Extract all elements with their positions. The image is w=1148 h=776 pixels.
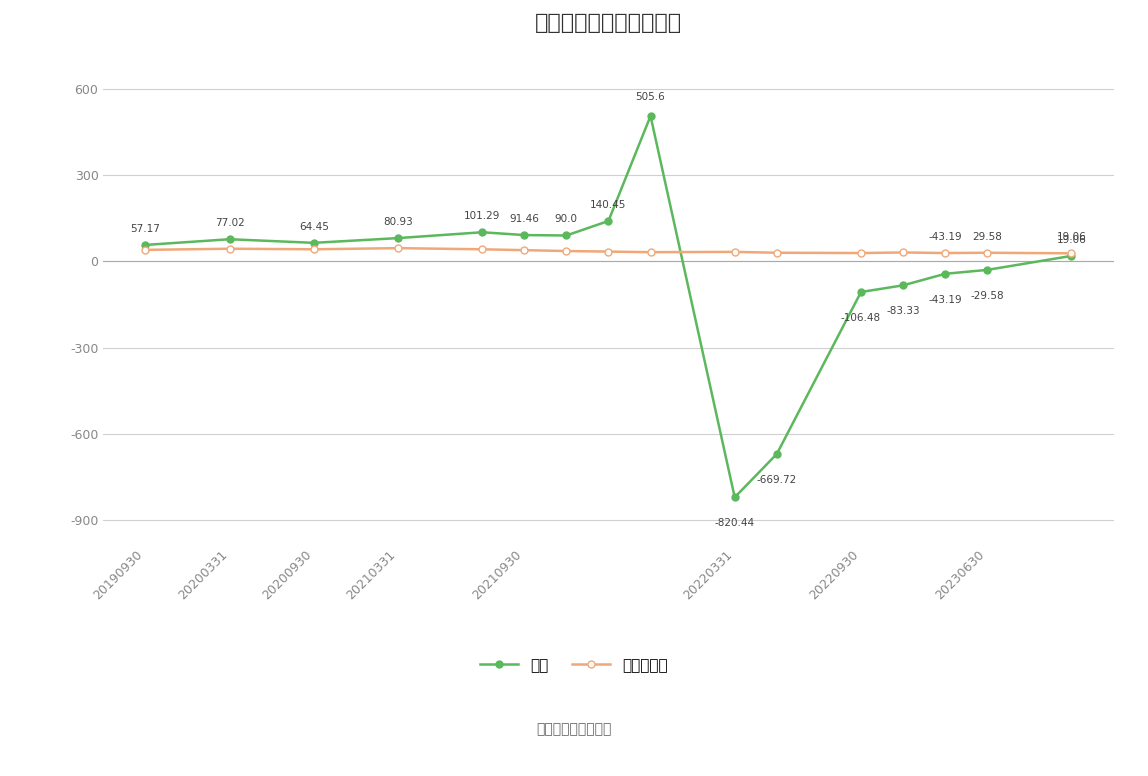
公司	[475, 227, 489, 237]
Text: 29.58: 29.58	[972, 232, 1002, 241]
行业中位数	[854, 248, 868, 258]
行业中位数	[728, 248, 742, 257]
公司	[770, 449, 784, 459]
Text: 77.02: 77.02	[215, 218, 245, 228]
Line: 公司: 公司	[142, 113, 1075, 501]
Text: -106.48: -106.48	[841, 313, 881, 323]
Text: 19.06: 19.06	[1056, 235, 1086, 244]
行业中位数	[475, 244, 489, 254]
公司	[518, 230, 532, 240]
行业中位数	[223, 244, 236, 254]
Text: 80.93: 80.93	[383, 217, 413, 227]
Text: -43.19: -43.19	[929, 295, 962, 305]
Text: 数据来源：恒生聚源: 数据来源：恒生聚源	[536, 722, 612, 736]
Text: 90.0: 90.0	[554, 214, 577, 224]
公司	[854, 287, 868, 296]
行业中位数	[980, 248, 994, 258]
Text: -29.58: -29.58	[970, 291, 1004, 301]
行业中位数	[644, 248, 658, 257]
公司	[139, 241, 153, 250]
公司	[559, 230, 573, 240]
行业中位数	[897, 248, 910, 257]
公司	[602, 217, 615, 226]
行业中位数	[518, 245, 532, 255]
Text: -43.19: -43.19	[929, 232, 962, 242]
行业中位数	[559, 246, 573, 255]
Text: 19.06: 19.06	[1056, 232, 1086, 242]
公司	[307, 238, 320, 248]
公司	[1064, 251, 1078, 261]
Title: 近年来市盈率情况（倍）: 近年来市盈率情况（倍）	[535, 13, 682, 33]
Text: 57.17: 57.17	[131, 223, 161, 234]
Legend: 公司, 行业中位数: 公司, 行业中位数	[474, 652, 674, 679]
Text: 64.45: 64.45	[298, 222, 328, 232]
公司	[897, 281, 910, 290]
公司	[728, 493, 742, 502]
Text: -669.72: -669.72	[757, 475, 797, 485]
Text: 140.45: 140.45	[590, 200, 627, 210]
公司	[223, 234, 236, 244]
Text: 91.46: 91.46	[510, 214, 540, 224]
Text: -83.33: -83.33	[886, 307, 920, 316]
公司	[980, 265, 994, 275]
行业中位数	[139, 245, 153, 255]
Line: 行业中位数: 行业中位数	[142, 244, 1075, 257]
行业中位数	[391, 244, 405, 253]
Text: 505.6: 505.6	[636, 92, 666, 102]
行业中位数	[938, 248, 952, 258]
公司	[644, 111, 658, 120]
行业中位数	[602, 247, 615, 256]
行业中位数	[1064, 248, 1078, 258]
公司	[391, 234, 405, 243]
Text: 101.29: 101.29	[464, 211, 501, 221]
行业中位数	[770, 248, 784, 258]
行业中位数	[307, 244, 320, 254]
Text: -820.44: -820.44	[715, 518, 754, 528]
公司	[938, 269, 952, 279]
